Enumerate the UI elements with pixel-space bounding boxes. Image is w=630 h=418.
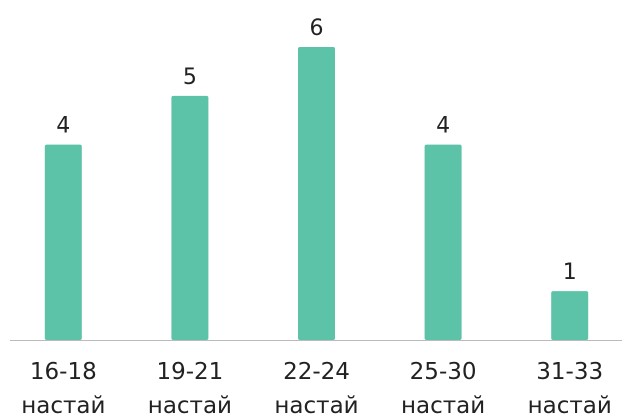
value-label: 5 (183, 65, 197, 90)
value-label: 1 (563, 260, 577, 285)
value-label: 4 (436, 114, 450, 139)
value-label: 6 (310, 16, 324, 41)
bar (171, 95, 209, 340)
x-tick-label: 31-33 настай (527, 359, 612, 418)
x-tick-label: 16-18 настай (21, 359, 106, 418)
bar (298, 47, 335, 340)
value-label: 4 (56, 114, 70, 139)
bar (551, 291, 589, 340)
bar (424, 144, 462, 340)
x-tick-label: 22-24 настай (274, 359, 359, 418)
x-tick-label: 19-21 настай (147, 359, 232, 418)
x-tick-label: 25-30 настай (400, 359, 486, 418)
bar (44, 144, 82, 340)
